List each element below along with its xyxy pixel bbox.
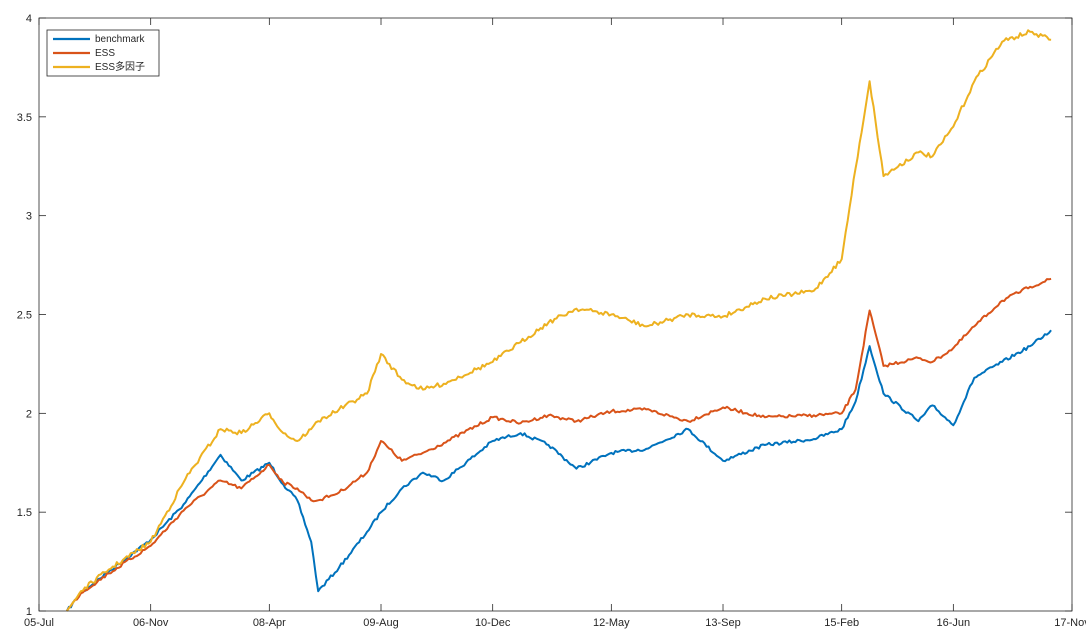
legend-label-benchmark: benchmark xyxy=(95,34,145,45)
axes-layer: 05-Jul 06-Nov 08-Apr 09-Aug 10-Dec 12-May 13-S… xyxy=(17,13,1086,629)
y-tick-label: 3 xyxy=(26,211,32,223)
x-tick-label: 10-Dec xyxy=(475,617,511,629)
y-tick-label: 2 xyxy=(26,408,32,420)
legend-label-ess: ESS xyxy=(95,48,115,59)
legend: benchmark ESS ESS多因子 xyxy=(46,29,160,77)
series-line-ess-multifactor xyxy=(66,29,1052,612)
x-tick-label: 05-Jul xyxy=(24,617,54,629)
y-tick-label: 4 xyxy=(26,13,32,25)
y-tick-label: 1 xyxy=(26,606,32,618)
y-tick-label: 1.5 xyxy=(17,507,32,519)
series-line-ess xyxy=(66,277,1052,612)
x-tick-label: 08-Apr xyxy=(253,617,286,629)
x-tick-label: 09-Aug xyxy=(363,617,398,629)
x-tick-label: 17-Nov xyxy=(1054,617,1086,629)
x-tick-label: 15-Feb xyxy=(824,617,859,629)
x-tick-label: 12-May xyxy=(593,617,630,629)
x-tick-label: 16-Jun xyxy=(937,617,971,629)
y-tick-label: 2.5 xyxy=(17,310,32,322)
x-tick-label: 13-Sep xyxy=(705,617,740,629)
series-line-benchmark xyxy=(66,329,1052,612)
y-tick-label: 3.5 xyxy=(17,112,32,124)
legend-label-ess-multifactor: ESS多因子 xyxy=(95,60,145,73)
plot-area xyxy=(39,18,1072,611)
series-layer xyxy=(66,29,1052,612)
x-tick-label: 06-Nov xyxy=(133,617,169,629)
